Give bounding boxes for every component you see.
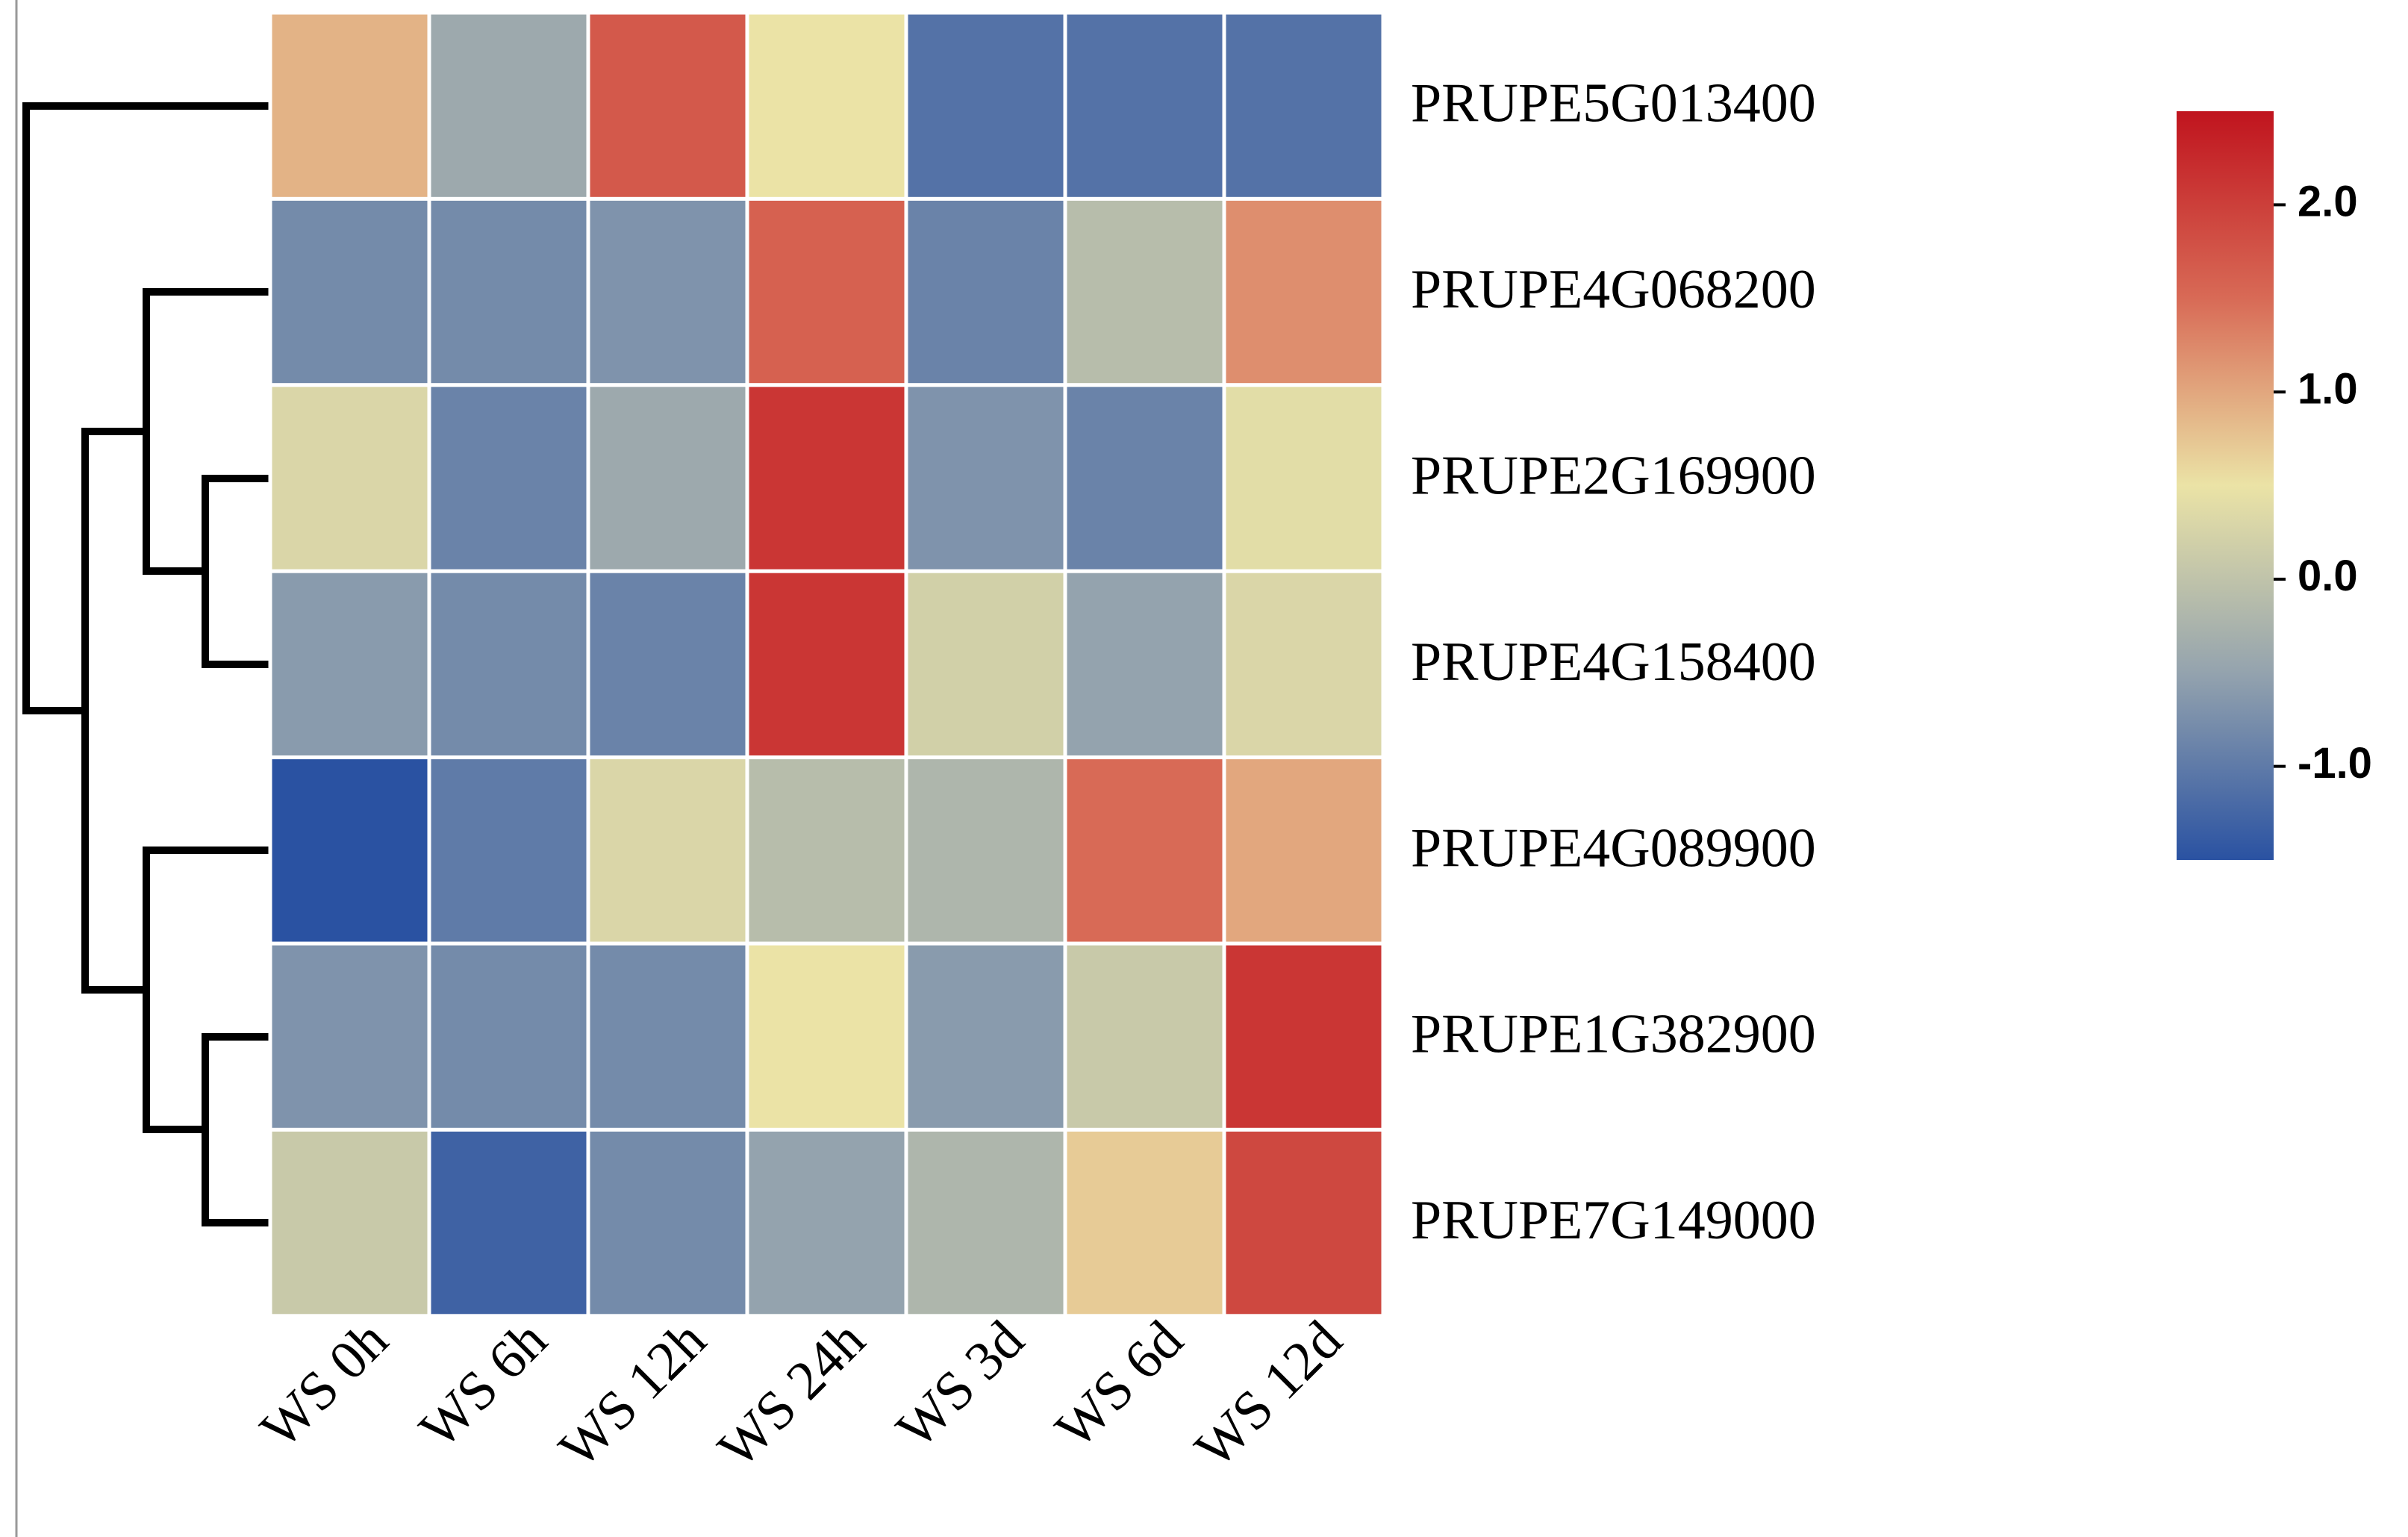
- heat-cell: [904, 10, 1067, 201]
- row-label: PRUPE2G169900: [1411, 445, 1816, 506]
- row-label: PRUPE1G382900: [1411, 1004, 1816, 1065]
- colorbar-tick-label: 0.0: [2298, 552, 2358, 600]
- column-label: WS 6h: [408, 1309, 559, 1460]
- colorbar-tick-label: 1.0: [2298, 364, 2358, 413]
- heat-cell: [904, 1127, 1067, 1318]
- heat-cell: [745, 10, 908, 201]
- heat-cell: [268, 941, 431, 1132]
- row-label: PRUPE4G158400: [1411, 632, 1816, 693]
- heat-cell: [904, 196, 1067, 387]
- heat-cell: [268, 755, 431, 946]
- heat-cell: [586, 755, 749, 946]
- heat-cell: [586, 383, 749, 573]
- heat-cell: [745, 941, 908, 1132]
- heat-cell: [586, 10, 749, 201]
- heat-cell: [1063, 941, 1226, 1132]
- colorbar-tick-label: -1.0: [2298, 739, 2372, 788]
- column-label: WS 12h: [547, 1309, 717, 1480]
- row-label: PRUPE4G068200: [1411, 259, 1816, 320]
- heat-cell: [904, 755, 1067, 946]
- heat-cell: [427, 941, 590, 1132]
- column-label: WS 6d: [1044, 1309, 1195, 1460]
- heat-cell: [745, 569, 908, 760]
- heat-cell: [1222, 941, 1385, 1132]
- heat-cell: [427, 569, 590, 760]
- heat-cell: [1222, 755, 1385, 946]
- heat-cell: [586, 196, 749, 387]
- heat-cell: [586, 569, 749, 760]
- heat-cell: [1063, 1127, 1226, 1318]
- heat-cell: [904, 383, 1067, 573]
- heat-cell: [745, 755, 908, 946]
- heat-cell: [427, 1127, 590, 1318]
- heat-cell: [904, 941, 1067, 1132]
- colorbar-tick-label: 2.0: [2298, 178, 2358, 226]
- colorbar: [2177, 111, 2274, 860]
- heat-cell: [427, 196, 590, 387]
- heat-cell: [1222, 10, 1385, 201]
- heat-cell: [268, 196, 431, 387]
- heat-cell: [904, 569, 1067, 760]
- row-label: PRUPE4G089900: [1411, 817, 1816, 879]
- heat-cell: [586, 941, 749, 1132]
- heat-cell: [1063, 755, 1226, 946]
- column-label: WS 3d: [885, 1309, 1036, 1460]
- heat-cell: [1222, 383, 1385, 573]
- dendrogram: [22, 102, 272, 1226]
- heat-cell: [427, 10, 590, 201]
- column-label: WS 24h: [706, 1309, 876, 1480]
- column-label: WS 0h: [249, 1309, 400, 1460]
- heat-cell: [1063, 569, 1226, 760]
- heat-cell: [268, 1127, 431, 1318]
- heat-cell: [1222, 1127, 1385, 1318]
- row-label: PRUPE7G149000: [1411, 1190, 1816, 1251]
- heat-cell: [1222, 196, 1385, 387]
- heat-cell: [1063, 383, 1226, 573]
- heat-cell: [427, 755, 590, 946]
- heat-cell: [1063, 196, 1226, 387]
- heat-cell: [268, 569, 431, 760]
- heat-cell: [745, 383, 908, 573]
- heat-cell: [1063, 10, 1226, 201]
- column-label: WS 12d: [1183, 1309, 1353, 1480]
- heat-cell: [745, 196, 908, 387]
- heat-cell: [745, 1127, 908, 1318]
- heat-cell: [1222, 569, 1385, 760]
- row-label: PRUPE5G013400: [1411, 73, 1816, 134]
- heat-cell: [427, 383, 590, 573]
- heat-cell: [268, 383, 431, 573]
- heat-cell: [586, 1127, 749, 1318]
- heat-cell: [268, 10, 431, 201]
